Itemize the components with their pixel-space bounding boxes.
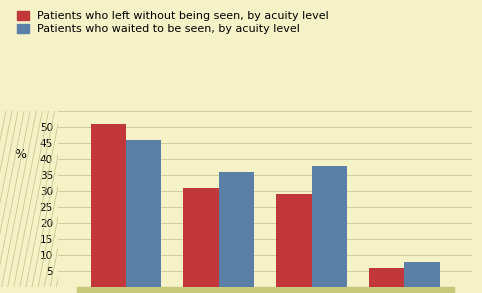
Bar [311,166,347,287]
Bar [126,140,161,287]
Bar [77,287,454,293]
Legend: Patients who left without being seen, by acuity level, Patients who waited to be: Patients who left without being seen, by… [15,8,332,37]
Bar [276,195,311,287]
Bar [369,268,404,287]
Bar [219,172,254,287]
Bar [91,124,126,287]
Bar [184,188,219,287]
Bar [404,262,440,287]
Y-axis label: %: % [14,148,27,161]
